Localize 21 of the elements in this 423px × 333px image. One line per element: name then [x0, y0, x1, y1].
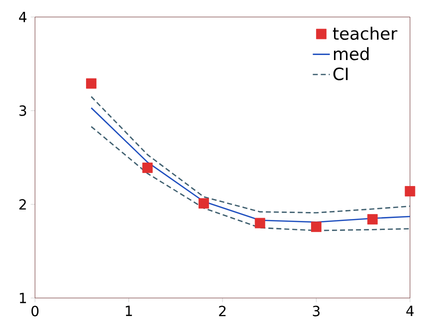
point: [311, 222, 322, 232]
point: [367, 214, 378, 224]
x-tick-label: 3: [312, 306, 320, 316]
legend-label: med: [334, 47, 369, 60]
legend-label: teacher: [332, 26, 398, 40]
x-tick-label: 4: [406, 306, 414, 316]
y-tick-label: 1: [20, 292, 26, 304]
point: [254, 218, 266, 228]
point: [404, 186, 416, 196]
legend-label: CI: [333, 67, 348, 80]
line-series: [90, 96, 411, 214]
line-series: [90, 126, 411, 232]
y-tick-label: 4: [19, 12, 26, 22]
x-tick-label: 2: [219, 306, 226, 316]
y-tick-label: 3: [19, 105, 26, 116]
point: [142, 162, 153, 173]
point: [198, 198, 209, 209]
point: [86, 78, 96, 89]
y-tick-label: 2: [19, 199, 26, 210]
x-tick-label: 1: [126, 306, 132, 316]
x-tick-label: 0: [31, 306, 39, 316]
